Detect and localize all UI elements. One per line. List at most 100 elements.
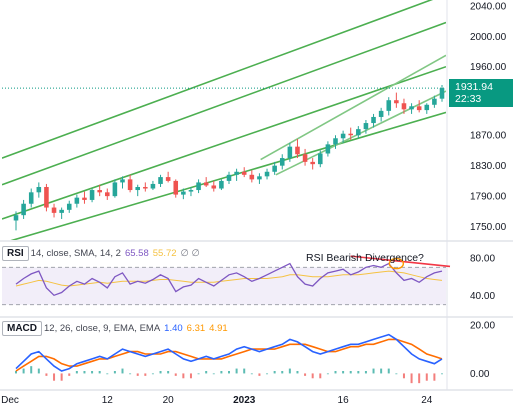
macd-histogram-bar <box>129 373 132 375</box>
macd-histogram-bar <box>380 368 383 374</box>
candle-body <box>356 129 361 136</box>
candle-body <box>371 116 376 124</box>
macd-histogram-bar <box>37 368 40 374</box>
macd-histogram-bar <box>22 368 25 374</box>
macd-histogram-bar <box>258 373 261 376</box>
price-tick-label: 1830.00 <box>470 161 507 172</box>
channel-line <box>2 21 446 186</box>
rsi-badge[interactable]: RSI <box>2 246 29 261</box>
candle-body <box>432 98 437 105</box>
macd-histogram-bar <box>326 373 329 375</box>
channel-line <box>260 54 446 161</box>
rsi-ma-line <box>15 270 443 287</box>
macd-histogram-bar <box>30 366 33 374</box>
candle-body <box>165 177 171 181</box>
candle-body <box>135 186 140 191</box>
candle-body <box>257 176 262 180</box>
candle-body <box>378 110 384 117</box>
macd-hist-value: 4.91 <box>209 323 228 334</box>
candle-body <box>89 190 95 200</box>
macd-histogram-bar <box>220 371 223 374</box>
macd-histogram-bar <box>144 373 147 376</box>
candle-body <box>36 186 42 193</box>
rsi-annotation: RSI Bearish Divergence? <box>306 252 424 264</box>
candle-body <box>226 174 232 181</box>
macd-histogram-bar <box>15 371 17 374</box>
macd-histogram-bar <box>441 373 443 375</box>
macd-histogram-bar <box>75 371 78 374</box>
candle-body <box>203 182 209 186</box>
candle-body <box>340 133 346 139</box>
macd-histogram-bar <box>197 373 200 375</box>
candle-body <box>401 103 407 110</box>
macd-histogram-bar <box>281 371 284 374</box>
price-tick-label: 1960.00 <box>470 62 507 73</box>
macd-badge[interactable]: MACD <box>2 321 42 336</box>
macd-legend[interactable]: MACD 12, 26, close, 9, EMA, EMA 1.40 6.31 4.… <box>2 321 228 336</box>
macd-histogram-bar <box>342 371 345 374</box>
candle-body <box>416 106 422 111</box>
macd-histogram-bar <box>45 373 48 376</box>
candle-body <box>143 186 148 189</box>
candle-body <box>21 203 26 216</box>
candle-body <box>241 171 247 175</box>
candle-body <box>439 88 445 99</box>
candle-body <box>279 158 285 166</box>
macd-histogram-bar <box>334 371 337 374</box>
rsi-extra: ∅ ∅ <box>180 248 200 259</box>
rsi-divergence-line <box>350 255 451 268</box>
candle-body <box>28 192 34 204</box>
candle-body <box>394 100 399 104</box>
candle-body <box>348 133 353 136</box>
macd-histogram-bar <box>53 373 56 381</box>
macd-histogram-bar <box>410 373 413 384</box>
candle-body <box>13 215 19 221</box>
candle-body <box>386 100 392 111</box>
macd-histogram-bar <box>113 371 116 374</box>
price-tick-label: 1790.00 <box>470 192 507 203</box>
candle-body <box>158 177 163 184</box>
candle-body <box>105 192 110 197</box>
channel-line <box>2 0 434 159</box>
macd-histogram-bar <box>311 373 314 379</box>
candle-body <box>127 179 133 191</box>
candle-body <box>59 209 64 213</box>
candle-body <box>51 207 57 213</box>
candle-body <box>409 106 414 110</box>
candle-body <box>424 104 430 111</box>
macd-histogram-bar <box>91 371 94 374</box>
macd-histogram-bar <box>250 373 253 375</box>
macd-histogram-bar <box>266 373 269 375</box>
macd-histogram-bar <box>83 371 86 374</box>
candle-body <box>188 190 194 192</box>
macd-signal-value: 6.31 <box>186 323 206 334</box>
macd-histogram-bar <box>296 371 299 374</box>
candle-body <box>249 174 255 180</box>
candle-body <box>234 171 239 175</box>
macd-signal-line <box>15 338 443 372</box>
macd-histogram-bar <box>212 373 215 375</box>
candle-body <box>318 153 323 165</box>
macd-histogram-bar <box>357 371 360 374</box>
price-tick-label: 2040.00 <box>470 1 507 12</box>
macd-histogram-bar <box>364 371 367 374</box>
rsi-divergence-highlight <box>388 257 405 270</box>
last-price-value: 1931.94 <box>455 81 493 94</box>
macd-histogram-bar <box>159 371 162 374</box>
rsi-line <box>15 262 443 297</box>
macd-tick-label: 20.00 <box>470 320 495 331</box>
rsi-value: 65.58 <box>124 248 149 259</box>
channel-line <box>2 65 446 220</box>
macd-histogram-bar <box>235 368 238 374</box>
macd-histogram-bar <box>418 373 421 384</box>
macd-histogram-bar <box>136 373 139 376</box>
macd-histogram-bar <box>167 371 170 374</box>
macd-histogram-bar <box>106 373 109 375</box>
x-tick-label: 12 <box>102 395 114 406</box>
x-tick-label: 24 <box>421 395 433 406</box>
candle-body <box>120 179 125 183</box>
rsi-legend[interactable]: RSI 14, close, SMA, 14, 2 65.58 55.72 ∅ ∅ <box>2 246 200 261</box>
macd-value: 1.40 <box>164 323 183 334</box>
